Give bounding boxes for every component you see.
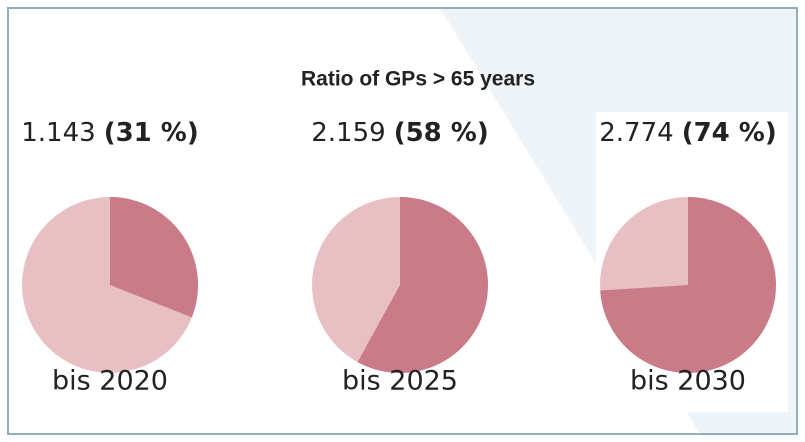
pie-label: 2.159 (58 %)	[311, 118, 489, 148]
category-label: bis 2020	[52, 366, 168, 397]
pie-slice	[110, 197, 198, 318]
percent-label: (31 %)	[104, 118, 199, 148]
pie-label: 2.774 (74 %)	[599, 118, 777, 148]
count-label: 1.143	[21, 118, 95, 148]
frame	[7, 7, 798, 435]
pie-slice	[357, 197, 489, 374]
count-label: 2.159	[311, 118, 385, 148]
percent-label: (74 %)	[682, 118, 777, 148]
chart-title: Ratio of GPs > 65 years	[301, 68, 535, 91]
pie-label: 1.143 (31 %)	[21, 118, 199, 148]
count-label: 2.774	[599, 118, 673, 148]
pie-slice	[600, 197, 776, 373]
percent-label: (58 %)	[394, 118, 489, 148]
category-label: bis 2030	[630, 366, 746, 397]
category-label: bis 2025	[342, 366, 458, 397]
